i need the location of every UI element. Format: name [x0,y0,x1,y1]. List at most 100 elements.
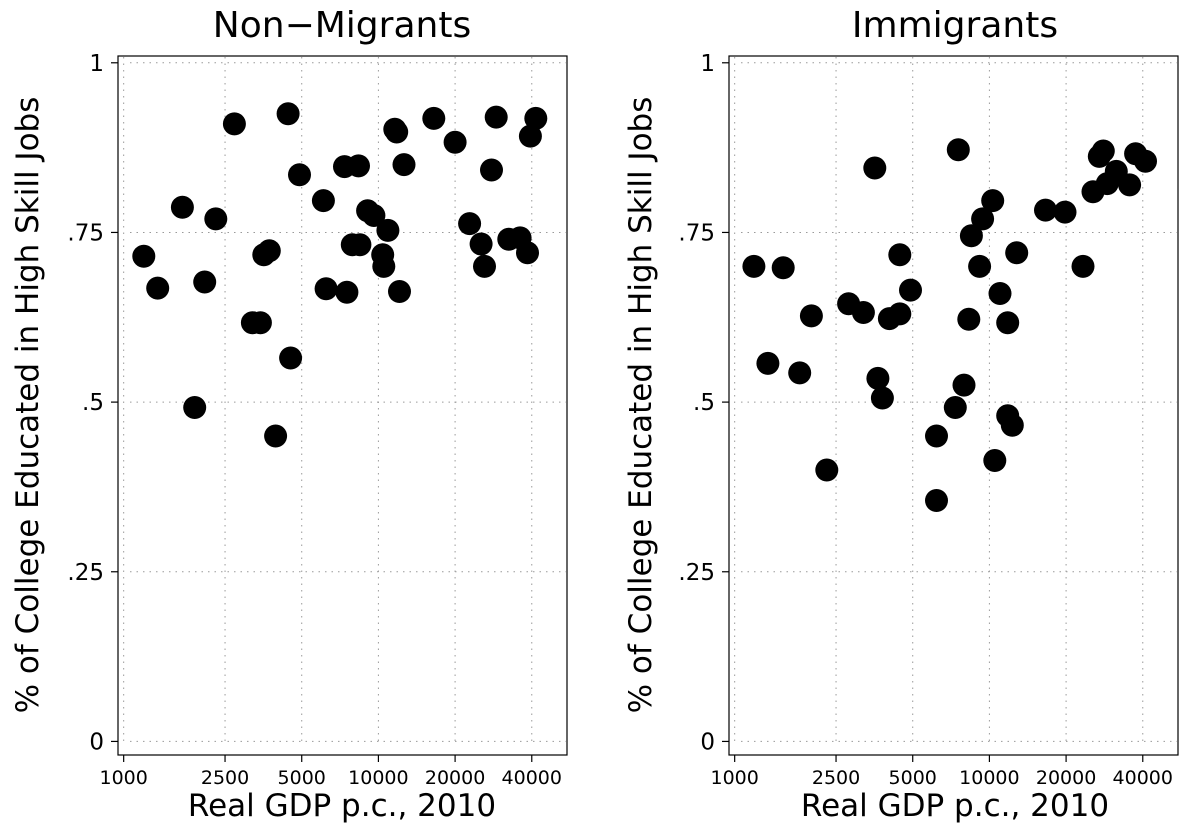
scatter-point [204,207,228,231]
y-tick-label: .75 [67,220,104,246]
x-axis-title: Real GDP p.c., 2010 [188,788,496,824]
scatter-point [473,254,496,278]
scatter-point [983,449,1007,472]
panel-immigrants: Immigrants 0 .25 .5 .75 1 1000 2500 5000 10000 20… [623,5,1179,824]
scatter-point [870,386,894,410]
scatter-point [362,204,386,227]
scatter-point [851,301,875,324]
scatter-point [888,243,912,267]
scatter-point [996,311,1020,335]
scatter-point [132,244,156,268]
x-tick-label: 2500 [812,767,860,789]
scatter-point [981,189,1005,213]
y-tick-label: 1 [89,51,104,77]
scatter-point [888,302,912,326]
y-tick-label: 0 [89,729,104,755]
scatter-point [458,212,482,236]
chart-title: Non−Migrants [213,5,471,46]
x-tick-label: 20000 [425,767,485,789]
scatter-point [469,232,493,256]
scatter-point [866,366,890,390]
scatter-point [372,254,396,278]
scatter-point [1053,200,1077,224]
y-tick-label: .75 [678,220,715,246]
scatter-point [1091,139,1115,163]
scatter-point [1118,173,1142,197]
scatter-point [347,154,370,178]
scatter-point [257,239,281,263]
scatter-point [815,458,839,482]
x-tick-label: 10000 [959,767,1019,789]
x-tick-label: 5000 [278,767,326,789]
panel-non-migrants: Non−Migrants 0 .25 .5 .75 1 1000 2500 5000 10000… [10,5,568,824]
scatter-point [952,373,976,397]
scatter-point [946,138,970,162]
scatter-point [968,254,992,278]
scatter-point [146,276,170,300]
scatter-point [899,278,922,302]
scatter-point [248,311,272,335]
scatter-point [988,282,1012,305]
scatter-point [314,277,338,301]
scatter-point [183,396,207,419]
scatter-point [1005,241,1029,265]
scatter-point [443,130,467,154]
scatter-point [959,224,983,248]
scatter-point [484,105,508,129]
y-tick-label: .5 [82,390,104,416]
scatter-point [222,112,246,136]
scatter-point [518,124,542,148]
scatter-point [742,254,766,278]
scatter-point [385,120,409,144]
scatter-point [388,280,411,303]
scatter-point [193,270,217,294]
scatter-point [788,361,812,385]
scatter-point [1000,413,1024,437]
x-tick-label: 5000 [889,767,937,789]
plot-frame [728,55,1179,756]
y-tick-label: .25 [678,560,715,586]
x-tick-label: 1000 [99,767,147,789]
y-tick-label: 1 [700,51,715,77]
y-tick-label: .25 [67,560,104,586]
scatter-point [1134,149,1157,173]
scatter-point [1034,198,1057,222]
x-tick-label: 1000 [710,767,758,789]
scatter-point [348,233,372,257]
y-axis-title: % of College Educated in High Skill Jobs [10,97,46,714]
scatter-point [799,304,823,328]
x-tick-label: 20000 [1036,767,1096,789]
x-tick-label: 2500 [201,767,249,789]
y-axis-title: % of College Educated in High Skill Jobs [623,97,659,714]
scatter-point [170,195,194,219]
scatter-point [480,158,503,182]
scatter-point [276,102,300,126]
y-tick-label: 0 [700,729,715,755]
chart-title: Immigrants [852,5,1058,46]
scatter-point [279,346,303,370]
scatter-point [422,106,446,130]
scatter-point [376,218,400,242]
x-tick-label: 40000 [1113,767,1173,789]
scatter-point [311,189,335,213]
scatter-point [516,241,539,265]
x-axis-title: Real GDP p.c., 2010 [801,788,1109,824]
scatter-point [971,207,995,231]
scatter-point [392,153,416,177]
scatter-point [1071,254,1095,278]
scatter-point [264,424,288,448]
y-tick-label: .5 [693,390,715,416]
scatter-point [756,351,780,375]
scatter-point [335,280,359,304]
plot-frame [117,55,568,756]
scatter-point [957,307,981,331]
scatter-point [288,163,311,187]
scatter-point [863,156,887,180]
x-tick-label: 10000 [348,767,408,789]
scatter-point [524,106,548,130]
x-tick-label: 40000 [502,767,562,789]
scatter-point [925,424,948,448]
scatter-point [771,256,795,280]
scatter-point [943,396,967,419]
